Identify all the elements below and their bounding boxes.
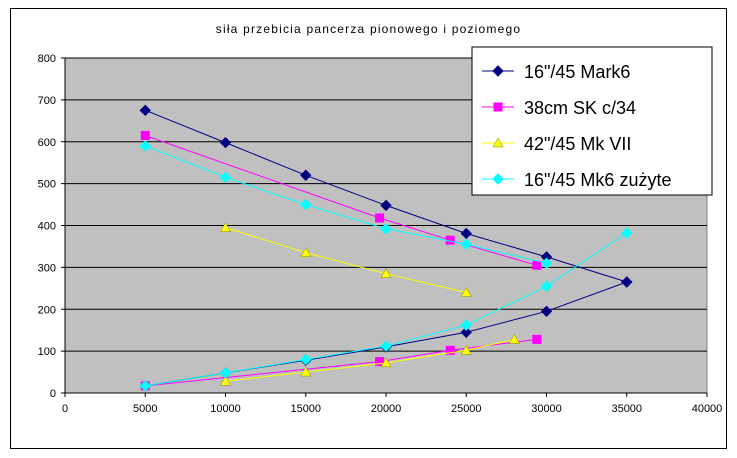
x-tick-label: 25000 — [451, 403, 482, 415]
data-point — [460, 227, 472, 240]
data-point — [220, 375, 231, 386]
legend-swatch-marker — [492, 173, 504, 185]
series-3 — [220, 222, 520, 386]
data-point — [220, 222, 231, 232]
legend-swatch-marker — [492, 137, 504, 148]
data-point — [540, 257, 553, 269]
data-point — [460, 344, 472, 355]
data-point — [300, 247, 312, 257]
legend-entry-label: 42"/45 Mk VII — [524, 134, 631, 154]
data-point — [140, 130, 150, 140]
x-tick-label: 10000 — [210, 403, 241, 415]
series-line — [145, 135, 538, 266]
y-tick-label: 100 — [38, 346, 56, 358]
series-line — [145, 145, 547, 264]
data-point — [139, 140, 151, 152]
y-tick-label: 800 — [38, 53, 56, 65]
data-point — [621, 227, 633, 239]
y-tick-label: 500 — [38, 179, 56, 191]
x-tick-label: 20000 — [371, 403, 402, 415]
data-point — [460, 238, 472, 251]
y-tick-label: 300 — [38, 262, 56, 274]
data-point — [380, 199, 392, 212]
data-point — [380, 357, 392, 368]
legend: 16"/45 Mark6 38cm SK c/34 42"/45 Mk VII 16"… — [471, 46, 713, 196]
data-point — [139, 104, 151, 117]
data-point — [375, 213, 385, 223]
data-point — [300, 198, 312, 211]
data-point — [219, 367, 232, 379]
data-point — [139, 380, 151, 392]
legend-swatch-marker — [492, 65, 504, 77]
data-point — [532, 260, 542, 270]
series-line — [145, 338, 537, 387]
data-point — [300, 353, 312, 366]
x-tick-label: 40000 — [692, 403, 723, 415]
data-point — [621, 276, 633, 288]
x-tick-label: 5000 — [133, 403, 157, 415]
data-point — [460, 286, 472, 297]
data-point — [375, 357, 385, 367]
data-point — [540, 305, 553, 318]
y-tick-label: 400 — [38, 221, 56, 233]
y-tick-label: 700 — [38, 95, 56, 107]
x-tick-label: 35000 — [611, 403, 642, 415]
data-point — [219, 136, 232, 149]
series-4 — [139, 140, 633, 392]
data-point — [300, 169, 312, 181]
legend-entry-label: 38cm SK c/34 — [524, 98, 636, 118]
x-tick-label: 30000 — [531, 403, 562, 415]
data-point — [445, 345, 455, 355]
data-point — [460, 326, 472, 338]
legend-box — [471, 46, 713, 196]
data-point — [219, 171, 232, 184]
data-point — [532, 334, 542, 344]
legend-entry-label: 16"/45 Mk6 zużyte — [524, 170, 671, 190]
data-point — [380, 223, 392, 235]
y-tick-label: 600 — [38, 137, 56, 149]
data-point — [380, 268, 392, 278]
data-point — [540, 280, 553, 292]
y-tick-label: 200 — [38, 304, 56, 316]
series-line — [225, 227, 467, 293]
x-tick-label: 0 — [62, 403, 68, 415]
x-tick-label: 15000 — [290, 403, 321, 415]
y-tick-label: 0 — [50, 388, 56, 400]
legend-swatch-marker — [493, 102, 503, 112]
chart-title: siła przebicia pancerza pionowego i pozi… — [215, 22, 522, 36]
data-point — [300, 366, 312, 377]
axes: 0 100 200 300 400 500 600 700 800 0 5000 10000 15000… — [38, 53, 723, 415]
series-2 — [140, 130, 542, 391]
data-point — [460, 319, 472, 331]
data-point — [508, 333, 520, 344]
series-layer — [139, 104, 633, 392]
legend-entry-label: 16"/45 Mark6 — [524, 62, 630, 82]
data-point — [380, 340, 392, 352]
